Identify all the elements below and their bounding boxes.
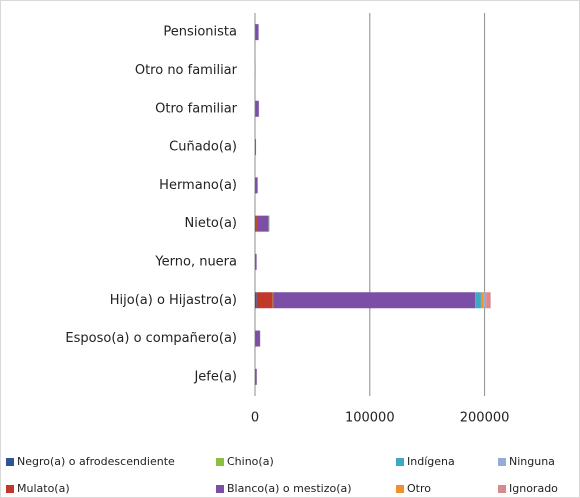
legend-swatch bbox=[216, 485, 224, 493]
bar-segment bbox=[480, 292, 484, 309]
bar-segment bbox=[255, 177, 258, 194]
bar-segment bbox=[255, 330, 260, 347]
legend-swatch bbox=[498, 485, 506, 493]
legend-swatch bbox=[396, 458, 404, 466]
bar-segment bbox=[255, 215, 257, 232]
bar-segment bbox=[255, 24, 259, 41]
y-tick-label: Jefe(a) bbox=[193, 369, 237, 384]
bar-segment bbox=[255, 215, 256, 232]
legend-swatch bbox=[216, 458, 224, 466]
bar-segment bbox=[257, 215, 269, 232]
legend-swatch bbox=[6, 458, 14, 466]
legend-swatch bbox=[6, 485, 14, 493]
y-tick-label: Yerno, nuera bbox=[154, 254, 237, 269]
legend-swatch bbox=[396, 485, 404, 493]
legend-label: Otro bbox=[407, 482, 431, 495]
legend-label: Chino(a) bbox=[227, 455, 274, 468]
bar-segment bbox=[255, 368, 257, 385]
bar-segment bbox=[255, 292, 257, 309]
y-tick-label: Otro familiar bbox=[155, 101, 237, 116]
bar-segment bbox=[255, 253, 257, 270]
y-tick-label: Esposo(a) o compañero(a) bbox=[65, 331, 237, 346]
legend-label: Mulato(a) bbox=[17, 482, 70, 495]
legend-label: Ignorado bbox=[509, 482, 558, 495]
legend-label: Ninguna bbox=[509, 455, 555, 468]
legend-label: Indígena bbox=[407, 455, 455, 468]
y-tick-label: Nieto(a) bbox=[185, 216, 238, 231]
bar-segment bbox=[256, 292, 273, 309]
legend-swatch bbox=[498, 458, 506, 466]
y-tick-label: Pensionista bbox=[163, 25, 237, 40]
bar-segment bbox=[255, 100, 259, 117]
legend-label: Negro(a) o afrodescendiente bbox=[17, 455, 175, 468]
x-tick-label: 0 bbox=[251, 411, 259, 426]
bar-segment bbox=[486, 292, 491, 309]
bar-segment bbox=[255, 330, 256, 347]
bar-segment bbox=[475, 292, 481, 309]
x-tick-label: 200000 bbox=[460, 411, 510, 426]
y-tick-label: Hijo(a) o Hijastro(a) bbox=[110, 293, 237, 308]
bar-segment bbox=[273, 292, 476, 309]
x-tick-label: 100000 bbox=[345, 411, 395, 426]
legend-label: Blanco(a) o mestizo(a) bbox=[227, 482, 352, 495]
y-tick-label: Cuñado(a) bbox=[169, 140, 237, 155]
bar-segment bbox=[483, 292, 487, 309]
y-tick-label: Hermano(a) bbox=[159, 178, 237, 193]
bar-segment bbox=[255, 139, 256, 156]
y-tick-label: Otro no familiar bbox=[135, 63, 238, 78]
